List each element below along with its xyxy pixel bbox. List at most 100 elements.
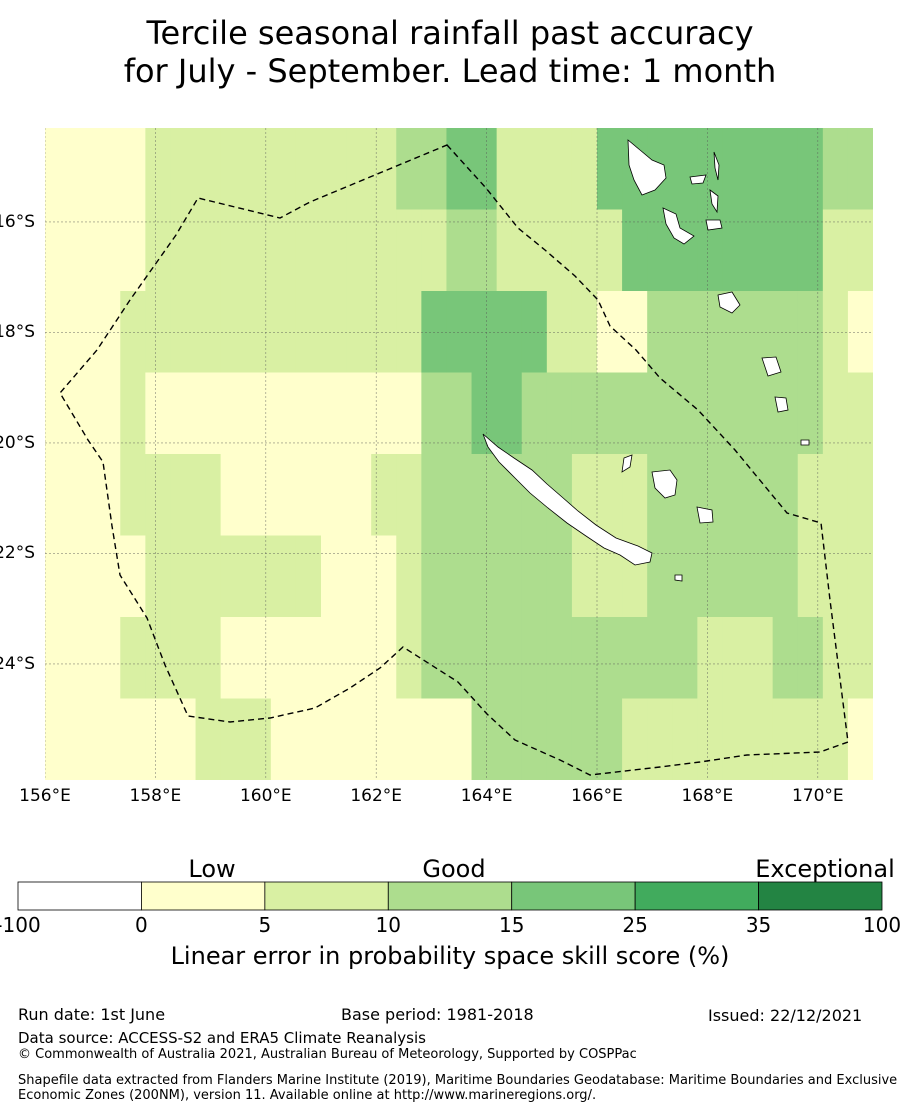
- skill-cell: [195, 698, 222, 780]
- eez-boundary: [59, 144, 849, 776]
- skill-cell: [446, 128, 473, 211]
- skill-cell: [346, 128, 372, 211]
- base-period: Base period: 1981-2018: [341, 1005, 534, 1024]
- skill-cells: [45, 128, 873, 780]
- skill-cell: [822, 698, 849, 780]
- skill-cell: [496, 617, 523, 700]
- skill-cell: [546, 128, 573, 211]
- skill-cell: [195, 209, 222, 292]
- skill-cell: [295, 128, 322, 211]
- skill-cell: [45, 535, 71, 618]
- skill-cell: [346, 617, 372, 700]
- skill-cell: [622, 209, 648, 292]
- skill-cell: [822, 372, 849, 455]
- colorbar-tick-label: 25: [622, 913, 648, 937]
- run-date: Run date: 1st June: [18, 1005, 166, 1024]
- skill-cell: [70, 617, 96, 700]
- skill-cell: [346, 291, 372, 374]
- skill-cell: [822, 617, 849, 700]
- skill-cell: [421, 454, 448, 537]
- skill-cell: [270, 128, 297, 211]
- colorbar-segment: [264, 881, 389, 911]
- skill-cell: [847, 617, 873, 700]
- skill-cell: [120, 454, 146, 537]
- skill-cell: [697, 454, 724, 537]
- island-erromango: [761, 356, 782, 377]
- skill-cell: [772, 535, 799, 618]
- skill-cell: [597, 454, 623, 537]
- skill-cell: [45, 291, 71, 374]
- skill-cell: [747, 535, 774, 618]
- lat-tick-label: 20°S: [0, 432, 35, 453]
- skill-cell: [321, 128, 347, 211]
- skill-cell: [597, 209, 623, 292]
- skill-cell: [722, 698, 749, 780]
- skill-cell: [421, 535, 448, 618]
- skill-cell: [396, 454, 422, 537]
- skill-cell: [321, 291, 347, 374]
- skill-cell: [446, 617, 473, 700]
- skill-cell: [145, 128, 172, 211]
- skill-cell: [471, 454, 498, 537]
- skill-cell: [245, 291, 272, 374]
- skill-cell: [170, 209, 197, 292]
- skill-cell: [70, 535, 96, 618]
- island-ambrym: [705, 219, 723, 231]
- skill-cell: [270, 372, 297, 455]
- colorbar-segment: [141, 881, 266, 911]
- island-mare: [696, 506, 714, 524]
- skill-cell: [371, 535, 397, 618]
- colorbar-label: Linear error in probability space skill …: [170, 942, 730, 970]
- island-aneityum: [800, 439, 810, 446]
- skill-cell: [421, 372, 448, 455]
- skill-cell: [496, 698, 523, 780]
- skill-cell: [321, 698, 347, 780]
- colorbar-segment: [387, 881, 513, 911]
- skill-cell: [270, 454, 297, 537]
- skill-cell: [571, 128, 598, 211]
- shapefile-credit: Shapefile data extracted from Flanders M…: [18, 1073, 898, 1103]
- colorbar-segment: [511, 881, 636, 911]
- skill-cell: [847, 128, 873, 211]
- skill-cell: [45, 454, 71, 537]
- skill-cell: [571, 535, 598, 618]
- skill-cell: [145, 617, 172, 700]
- skill-cell: [145, 291, 172, 374]
- skill-cell: [847, 454, 873, 537]
- skill-cell: [396, 617, 422, 700]
- skill-cell: [521, 698, 548, 780]
- skill-cell: [245, 454, 272, 537]
- skill-cell: [647, 617, 673, 700]
- skill-cell: [145, 209, 172, 292]
- skill-cell: [270, 535, 297, 618]
- graticule: [45, 128, 873, 780]
- skill-cell: [622, 617, 648, 700]
- skill-cell: [95, 617, 121, 700]
- skill-cell: [822, 291, 849, 374]
- skill-cell: [847, 209, 873, 292]
- skill-cell: [546, 617, 573, 700]
- skill-cell: [396, 128, 422, 211]
- skill-cell: [120, 535, 146, 618]
- island-efate: [717, 291, 741, 314]
- skill-cell: [245, 535, 272, 618]
- skill-cell: [772, 454, 799, 537]
- skill-cell: [847, 698, 873, 780]
- lon-tick-label: 158°E: [129, 786, 182, 806]
- skill-cell: [396, 372, 422, 455]
- skill-cell: [446, 209, 473, 292]
- skill-cell: [95, 535, 121, 618]
- skill-cell: [95, 698, 121, 780]
- skill-cell: [145, 698, 172, 780]
- skill-cell: [446, 454, 473, 537]
- skill-cell: [95, 209, 121, 292]
- skill-cell: [722, 454, 749, 537]
- lon-tick-label: 168°E: [681, 786, 734, 806]
- lon-tick-label: 166°E: [571, 786, 623, 806]
- skill-cell: [847, 535, 873, 618]
- skill-cell: [120, 128, 146, 211]
- skill-cell: [195, 128, 222, 211]
- skill-cell: [697, 617, 724, 700]
- skill-cell: [647, 372, 673, 455]
